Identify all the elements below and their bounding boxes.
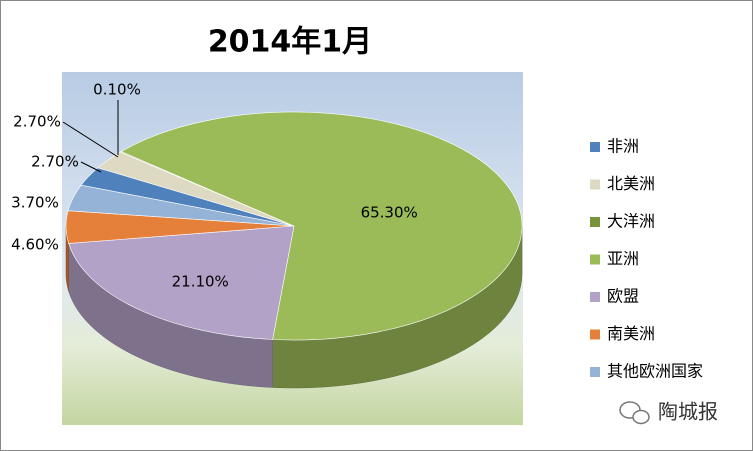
legend-label: 北美洲 [607,174,655,193]
pie-slice [120,111,523,341]
data-label: 65.30% [361,203,418,221]
data-label: 3.70% [11,194,59,212]
legend-swatch [590,367,600,377]
data-label: 2.70% [13,113,61,131]
data-label: 4.60% [11,236,59,254]
legend-swatch [590,179,600,190]
data-label: 0.10% [93,81,141,99]
legend-label: 欧盟 [607,287,639,306]
leader-line [62,121,119,158]
legend-swatch [590,329,600,340]
legend-swatch [590,254,600,265]
legend-label: 大洋洲 [607,212,655,231]
watermark: 陶城报 [619,400,718,425]
pie-slice [67,184,295,227]
legend-swatch [590,217,600,227]
leader-line [80,161,102,173]
watermark-text: 陶城报 [658,400,718,424]
legend-swatch [590,292,600,302]
legend-label: 亚洲 [607,249,639,268]
data-label: 2.70% [31,153,79,171]
pie-slice [68,225,295,340]
legend-label: 其他欧洲国家 [607,362,703,381]
legend-label: 非洲 [607,137,639,156]
legend-swatch [590,142,600,152]
legend-label: 南美洲 [607,324,655,343]
data-label: 21.10% [172,272,229,290]
pie-tops [65,111,523,341]
chart-title: 2014年1月 [208,25,372,60]
